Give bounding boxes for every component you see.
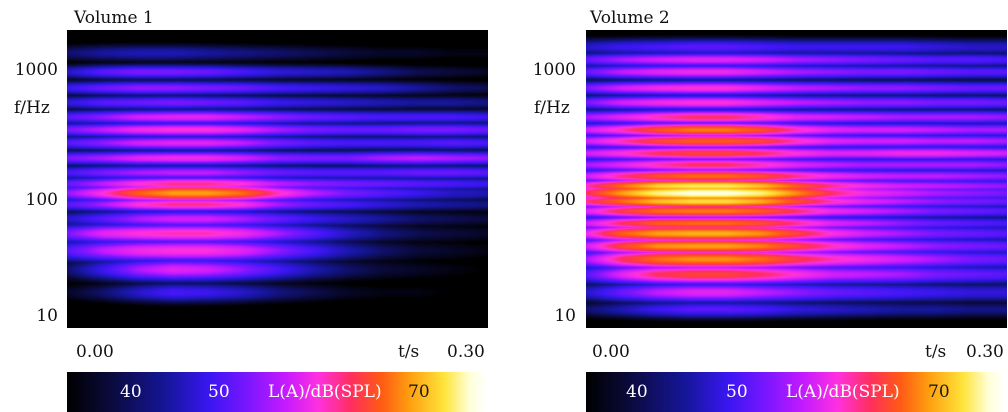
y-tick-label: 100 (25, 190, 58, 210)
y-tick-label: 10 (36, 306, 58, 326)
colorbar (586, 372, 1005, 412)
colorbar-tick-label: 40 (120, 382, 142, 402)
y-axis-label: f/Hz (14, 98, 50, 118)
y-tick-label: 1000 (14, 60, 58, 80)
x-tick-label: 0.30 (966, 342, 1004, 362)
spectrogram-heatmap (67, 30, 488, 328)
chart-title: Volume 1 (74, 8, 154, 28)
colorbar-tick-label: 50 (726, 382, 748, 402)
chart-title: Volume 2 (590, 8, 670, 28)
colorbar-tick-label: 70 (408, 382, 430, 402)
colorbar-tick-label: 40 (626, 382, 648, 402)
x-tick-label: 0.00 (76, 342, 114, 362)
colorbar-label: L(A)/dB(SPL) (268, 382, 382, 402)
colorbar-label: L(A)/dB(SPL) (786, 382, 900, 402)
spectrogram-panel-volume-1: Volume 1 1000 f/Hz 100 10 0.00 t/s 0.30 … (0, 0, 500, 412)
spectrogram-heatmap (586, 30, 1007, 328)
y-tick-label: 1000 (532, 60, 576, 80)
y-axis-label: f/Hz (534, 98, 570, 118)
x-axis-label: t/s (925, 342, 947, 362)
y-tick-label: 10 (554, 306, 576, 326)
colorbar-tick-label: 50 (208, 382, 230, 402)
y-tick-label: 100 (543, 190, 576, 210)
x-tick-label: 0.30 (447, 342, 485, 362)
colorbar (67, 372, 486, 412)
colorbar-tick-label: 70 (928, 382, 950, 402)
x-axis-label: t/s (398, 342, 420, 362)
spectrogram-panel-volume-2: Volume 2 1000 f/Hz 100 10 0.00 t/s 0.30 … (520, 0, 1008, 412)
x-tick-label: 0.00 (592, 342, 630, 362)
